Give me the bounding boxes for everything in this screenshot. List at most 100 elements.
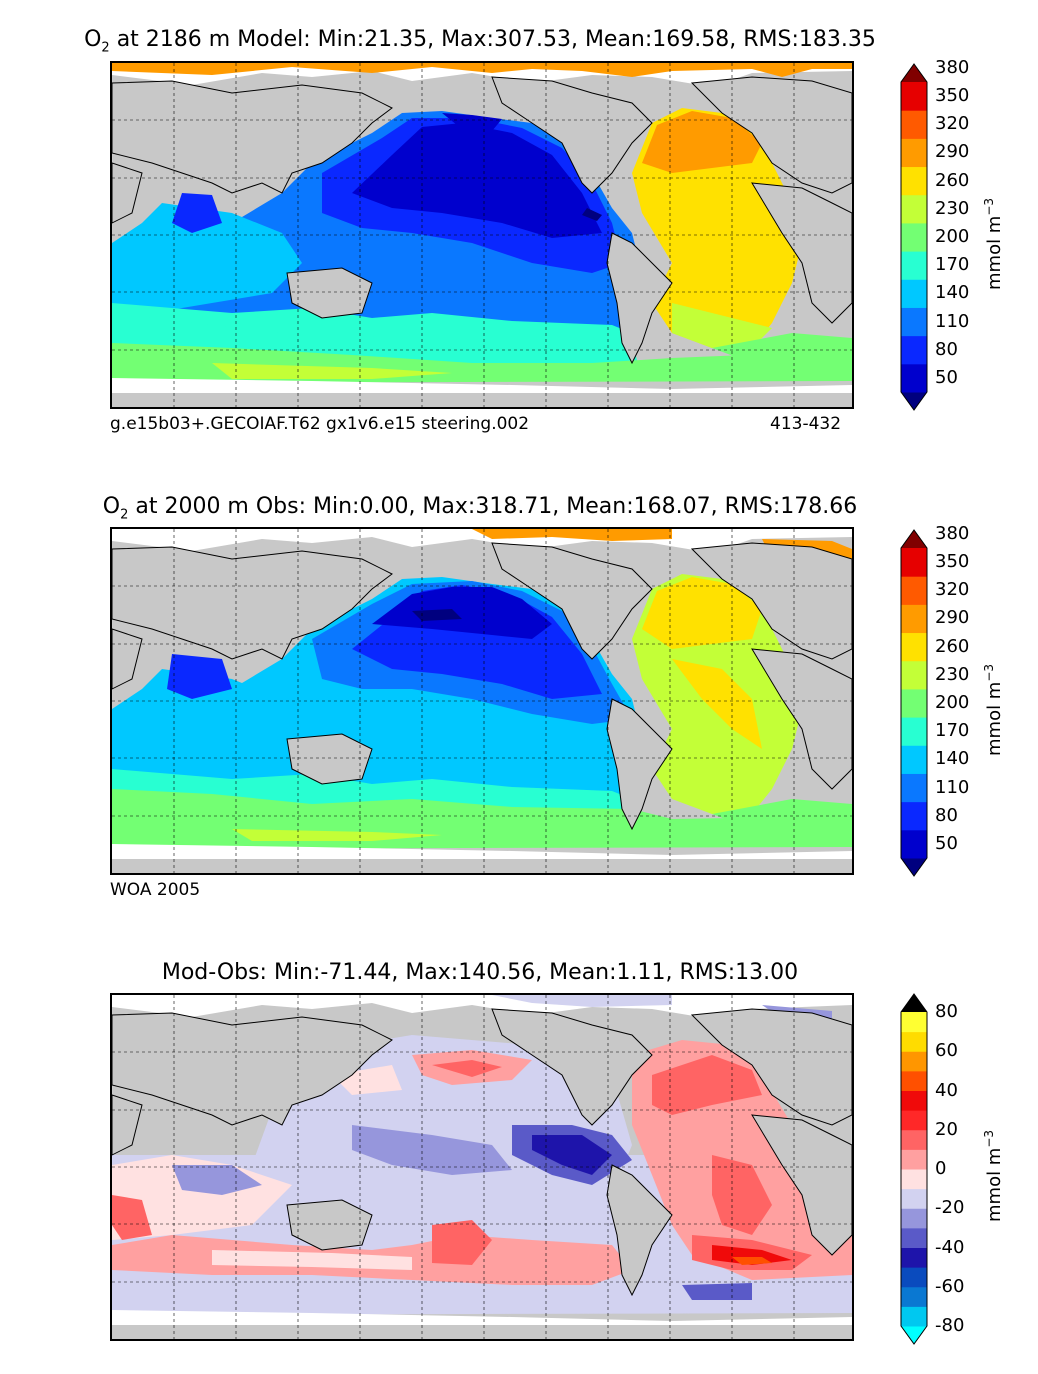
colorbar-swatch	[901, 1306, 927, 1327]
colorbar-tick-label: 50	[935, 832, 958, 854]
colorbar-swatch	[901, 138, 927, 168]
colorbar-tick-label: -20	[935, 1197, 965, 1219]
colorbar-swatch	[901, 1208, 927, 1229]
colorbar-swatch	[901, 1247, 927, 1268]
map-svg	[112, 63, 852, 407]
colorbar-tick-label: 170	[935, 254, 970, 276]
title-text: Mod-Obs: Min:-71.44, Max:140.56, Mean:1.…	[161, 960, 799, 985]
colorbar-tick-label: 170	[935, 720, 970, 742]
panel-title: Mod-Obs: Min:-71.44, Max:140.56, Mean:1.…	[0, 960, 960, 985]
colorbar-outline	[900, 529, 928, 877]
colorbar-swatch	[901, 363, 927, 393]
colorbar-tick-label: -80	[935, 1315, 965, 1336]
colorbar-tick-label: 80	[935, 1001, 958, 1022]
title-sub: 2	[120, 507, 129, 523]
colorbar-units: mmol m−3	[982, 198, 1005, 290]
colorbar-tick-label: 40	[935, 1079, 958, 1101]
colorbar-tick-label: 380	[935, 56, 970, 78]
caption-right: 413-432	[770, 414, 842, 434]
colorbar-swatch	[901, 604, 927, 634]
colorbar-swatch	[901, 660, 927, 690]
units-text: mmol m	[984, 215, 1005, 290]
caption-left: g.e15b03+.GECOIAF.T62 gx1v6.e15 steering…	[110, 414, 530, 434]
colorbar-extend-high	[901, 530, 927, 548]
colorbar-units: mmol m−3	[982, 1130, 1005, 1222]
colorbar-swatch	[901, 1012, 927, 1033]
colorbar-swatch	[901, 1070, 927, 1091]
colorbar-swatch	[901, 194, 927, 224]
colorbar-tick-label: 260	[935, 635, 970, 657]
colorbar-swatch	[901, 1129, 927, 1150]
colorbar-obs	[900, 526, 940, 884]
colorbar-swatch	[901, 717, 927, 746]
colorbar-tick-label: 320	[935, 579, 970, 601]
colorbar-swatch	[901, 110, 927, 139]
colorbar-tick-label: 110	[935, 776, 970, 798]
colorbar-swatch	[901, 222, 927, 252]
colorbar-tick-label: 50	[935, 366, 958, 388]
colorbar-diff	[900, 992, 940, 1350]
colorbar-swatch	[901, 745, 927, 774]
colorbar-extend-low	[901, 392, 927, 410]
colorbar-tick-label: 200	[935, 226, 970, 247]
units-sup: −3	[982, 663, 996, 682]
colorbar-tick-label: 350	[935, 85, 970, 107]
map-diff	[110, 993, 854, 1341]
colorbar-svg	[900, 529, 928, 877]
colorbar-tick-label: 80	[935, 338, 958, 360]
panel-title: O2 at 2000 m Obs: Min:0.00, Max:318.71, …	[0, 494, 960, 522]
colorbar-tick-label: -60	[935, 1275, 965, 1297]
colorbar-svg	[900, 63, 928, 411]
title-prefix: O	[84, 27, 102, 52]
caption-left: WOA 2005	[110, 880, 201, 900]
colorbar-swatch	[901, 1090, 927, 1111]
colorbar-swatch	[901, 548, 927, 577]
colorbar-tick-label: 350	[935, 551, 970, 573]
colorbar-tick-label: 290	[935, 607, 970, 629]
colorbar-tick-label: 260	[935, 169, 970, 191]
colorbar-swatch	[901, 279, 927, 308]
map-model	[110, 61, 854, 409]
colorbar-swatch	[901, 1267, 927, 1288]
colorbar-units: mmol m−3	[982, 664, 1005, 756]
title-text: at 2186 m Model: Min:21.35, Max:307.53, …	[109, 27, 876, 52]
units-sup: −3	[982, 197, 996, 216]
colorbar-tick-label: 290	[935, 141, 970, 163]
title-prefix: O	[102, 494, 121, 519]
colorbar-tick-label: 20	[935, 1118, 958, 1140]
colorbar-tick-label: 140	[935, 748, 970, 770]
colorbar-swatch	[901, 1169, 927, 1190]
colorbar-swatch	[901, 773, 927, 803]
colorbar-tick-label: 200	[935, 692, 970, 713]
colorbar-swatch	[901, 576, 927, 605]
colorbar-swatch	[901, 632, 927, 662]
colorbar-swatch	[901, 829, 927, 859]
colorbar-extend-low	[901, 1326, 927, 1344]
colorbar-swatch	[901, 1227, 927, 1248]
colorbar-swatch	[901, 1149, 927, 1170]
colorbar-outline	[900, 993, 928, 1345]
colorbar-swatch	[901, 1031, 927, 1052]
colorbar-swatch	[901, 801, 927, 831]
colorbar-tick-label: 140	[935, 282, 970, 304]
map-svg	[112, 995, 852, 1339]
colorbar-tick-label: 110	[935, 310, 970, 332]
colorbar-tick-label: 80	[935, 804, 958, 826]
colorbar-extend-high	[901, 994, 927, 1012]
colorbar-swatch	[901, 307, 927, 337]
units-text: mmol m	[984, 681, 1005, 756]
colorbar-swatch	[901, 251, 927, 280]
title-sub: 2	[101, 40, 110, 56]
map-obs	[110, 527, 854, 875]
colorbar-tick-label: 380	[935, 522, 970, 544]
colorbar-swatch	[901, 1051, 927, 1072]
colorbar-swatch	[901, 1286, 927, 1307]
title-text: at 2000 m Obs: Min:0.00, Max:318.71, Mea…	[128, 494, 858, 519]
units-text: mmol m	[984, 1147, 1005, 1222]
panel-title: O2 at 2186 m Model: Min:21.35, Max:307.5…	[0, 27, 960, 55]
map-svg	[112, 529, 852, 873]
colorbar-swatch	[901, 166, 927, 196]
colorbar-outline	[900, 63, 928, 411]
colorbar-swatch	[901, 335, 927, 365]
colorbar-tick-label: -40	[935, 1236, 965, 1258]
